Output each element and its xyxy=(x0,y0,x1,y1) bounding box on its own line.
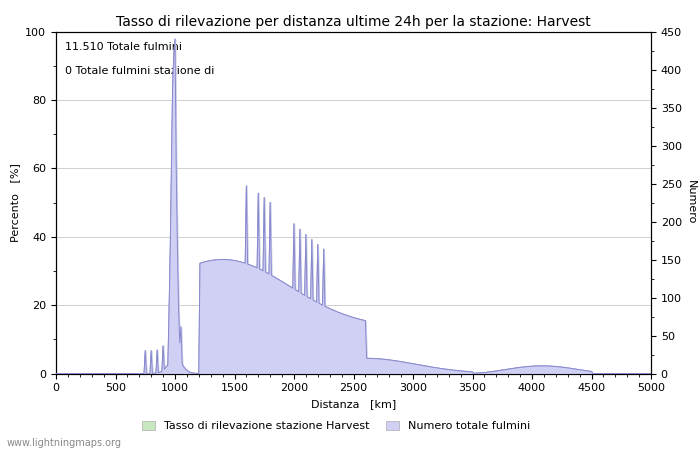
Y-axis label: Numero: Numero xyxy=(686,180,696,225)
Text: 11.510 Totale fulmini: 11.510 Totale fulmini xyxy=(65,42,182,52)
X-axis label: Distanza   [km]: Distanza [km] xyxy=(311,399,396,409)
Title: Tasso di rilevazione per distanza ultime 24h per la stazione: Harvest: Tasso di rilevazione per distanza ultime… xyxy=(116,15,591,29)
Text: 0 Totale fulmini stazione di: 0 Totale fulmini stazione di xyxy=(65,66,214,76)
Y-axis label: Percento   [%]: Percento [%] xyxy=(10,163,20,242)
Text: www.lightningmaps.org: www.lightningmaps.org xyxy=(7,438,122,448)
Legend: Tasso di rilevazione stazione Harvest, Numero totale fulmini: Tasso di rilevazione stazione Harvest, N… xyxy=(137,416,535,436)
